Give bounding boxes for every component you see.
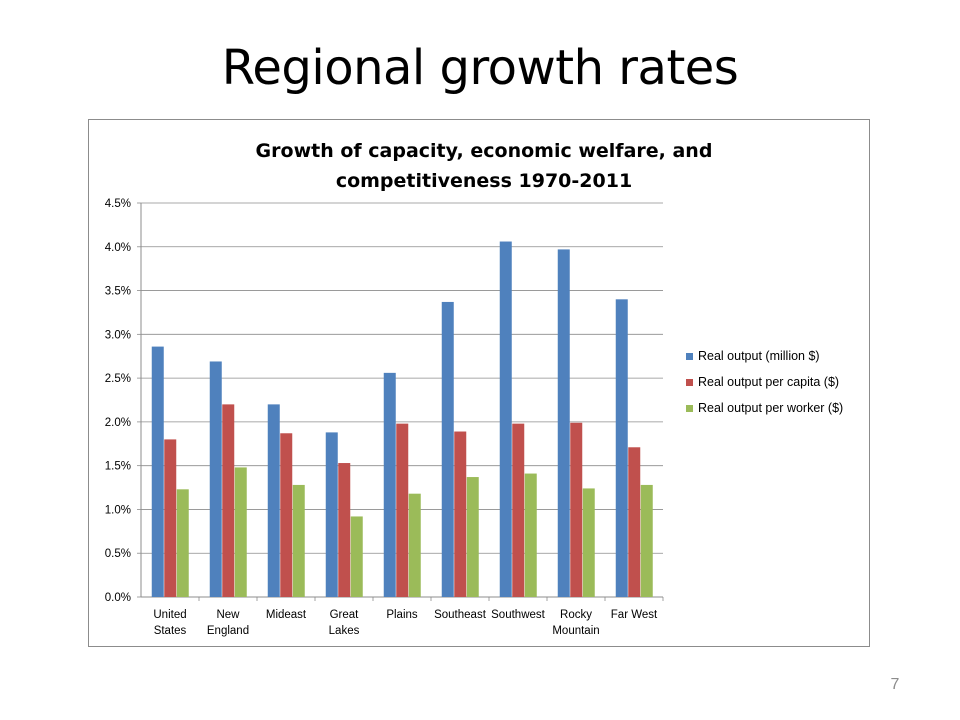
x-tick-label: England (207, 625, 249, 637)
x-tick-label: Lakes (329, 625, 360, 637)
bar-real-output-per-worker (408, 493, 421, 597)
x-tick-label: Southeast (434, 609, 487, 621)
bar-real-output-per-worker (466, 477, 479, 597)
bar-real-output-million (499, 241, 512, 597)
bar-real-output-per-capita (338, 463, 351, 597)
x-tick-label: Mountain (552, 625, 599, 637)
legend-swatch (686, 379, 693, 386)
x-tick-label: Plains (386, 609, 418, 621)
y-tick-label: 4.0% (105, 242, 131, 254)
x-tick-label: Southwest (491, 609, 546, 621)
x-tick-label: New (216, 609, 240, 621)
y-tick-label: 0.0% (105, 592, 131, 604)
bar-real-output-million (383, 372, 396, 597)
bar-real-output-per-capita (396, 423, 409, 597)
bar-real-output-million (209, 361, 222, 597)
bar-real-output-million (151, 346, 164, 597)
x-tick-label: Far West (611, 609, 658, 621)
y-tick-label: 1.0% (105, 504, 131, 516)
x-tick-label: Great (330, 609, 360, 621)
y-tick-label: 3.5% (105, 286, 131, 298)
bar-real-output-million (557, 249, 570, 597)
bar-real-output-per-worker (524, 473, 537, 597)
bar-real-output-per-worker (350, 516, 363, 597)
bar-real-output-per-worker (582, 488, 595, 597)
bar-real-output-million (615, 299, 628, 597)
legend-swatch (686, 353, 693, 360)
y-tick-label: 0.5% (105, 548, 131, 560)
bar-real-output-per-capita (280, 433, 293, 597)
bar-real-output-million (325, 432, 338, 597)
legend-label: Real output per worker ($) (698, 401, 843, 415)
bar-real-output-million (267, 404, 280, 597)
bar-real-output-million (441, 301, 454, 597)
chart-title: competitiveness 1970-2011 (336, 170, 632, 192)
y-tick-label: 4.5% (105, 198, 131, 210)
bar-real-output-per-worker (292, 484, 305, 597)
page-number: 7 (890, 676, 900, 693)
bar-real-output-per-worker (176, 489, 189, 597)
bar-real-output-per-worker (640, 484, 653, 597)
y-tick-label: 2.0% (105, 417, 131, 429)
bar-real-output-per-capita (512, 423, 525, 597)
bar-real-output-per-capita (454, 431, 467, 597)
x-tick-label: States (154, 625, 187, 637)
y-tick-label: 2.5% (105, 373, 131, 385)
bar-real-output-per-capita (164, 439, 177, 597)
bar-real-output-per-capita (628, 447, 641, 597)
y-tick-label: 3.0% (105, 329, 131, 341)
legend-label: Real output per capita ($) (698, 375, 839, 389)
bar-real-output-per-capita (222, 404, 235, 597)
legend-swatch (686, 405, 693, 412)
bar-real-output-per-capita (570, 422, 583, 597)
slide-title: Regional growth rates (221, 40, 739, 96)
x-tick-label: Mideast (266, 609, 307, 621)
legend-label: Real output (million $) (698, 349, 820, 363)
x-tick-label: Rocky (560, 609, 592, 621)
chart-title: Growth of capacity, economic welfare, an… (256, 140, 713, 162)
y-tick-label: 1.5% (105, 461, 131, 473)
x-tick-label: United (153, 609, 186, 621)
bar-real-output-per-worker (234, 467, 247, 597)
